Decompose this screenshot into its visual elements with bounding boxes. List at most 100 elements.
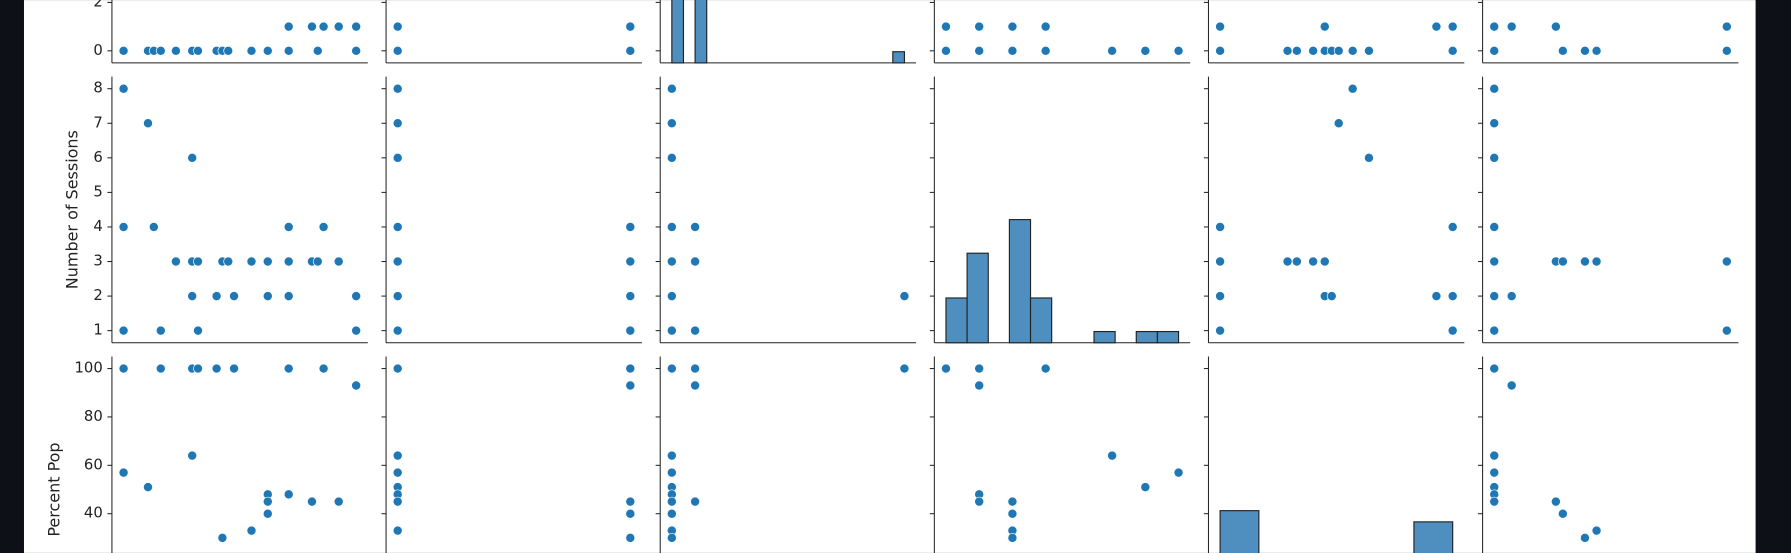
scatter-point <box>392 325 403 336</box>
scatter-point <box>1007 533 1018 543</box>
scatter-point <box>392 152 403 163</box>
scatter-point <box>1107 45 1118 56</box>
scatter-point <box>1489 291 1500 301</box>
scatter-point <box>118 45 129 56</box>
scatter-point <box>283 256 294 267</box>
y-tick-label: 60 <box>84 456 103 473</box>
scatter-point <box>1506 380 1517 391</box>
scatter-point <box>1489 363 1500 374</box>
scatter-point <box>899 363 910 374</box>
scatter-point <box>625 21 636 32</box>
scatter-point <box>262 508 273 519</box>
scatter-point <box>1282 256 1293 267</box>
scatter-point <box>1107 450 1118 461</box>
y-tick-label: 40 <box>84 505 103 522</box>
scatter-point <box>1007 45 1018 56</box>
histogram-bar <box>1008 219 1032 344</box>
scatter-point <box>690 363 701 374</box>
scatter-point <box>1333 118 1344 129</box>
scatter-point <box>318 363 329 374</box>
scatter-point <box>1007 496 1018 507</box>
scatter-point <box>392 83 403 94</box>
y-tick-label: 4 <box>93 218 102 235</box>
scatter-point <box>187 291 198 301</box>
scatter-point <box>974 45 985 56</box>
scatter-point <box>246 525 257 536</box>
scatter-point <box>974 363 985 374</box>
scatter-point <box>1447 45 1458 56</box>
scatter-point <box>155 45 166 56</box>
scatter-point <box>625 256 636 267</box>
scatter-point <box>193 256 203 267</box>
y-tick-label: 8 <box>93 80 102 97</box>
scatter-point <box>941 363 951 374</box>
scatter-point <box>392 450 403 461</box>
scatter-point <box>283 291 294 301</box>
scatter-point <box>392 291 403 301</box>
scatter-point <box>118 325 129 336</box>
scatter-point <box>229 291 239 301</box>
scatter-point <box>392 363 403 374</box>
histogram-bar <box>1413 521 1454 553</box>
y-tick-label: 7 <box>93 114 102 131</box>
scatter-point <box>283 45 294 56</box>
scatter-point <box>155 325 166 336</box>
scatter-point <box>1506 291 1517 301</box>
scatter-point <box>666 222 677 232</box>
scatter-point <box>262 45 273 56</box>
scatter-point <box>143 482 153 493</box>
scatter-point <box>392 467 403 478</box>
y-tick-label: 2 <box>93 287 102 304</box>
scatter-point <box>625 363 636 374</box>
scatter-point <box>229 363 239 374</box>
scatter-point <box>1580 45 1590 56</box>
histogram-bar <box>694 0 708 64</box>
scatter-point <box>666 256 677 267</box>
scatter-point <box>974 380 985 391</box>
scatter-point <box>1591 525 1602 536</box>
scatter-point <box>1308 256 1319 267</box>
scatter-point <box>974 21 985 32</box>
y-tick-label: 6 <box>93 149 102 166</box>
scatter-point <box>318 222 329 232</box>
scatter-point <box>187 152 198 163</box>
scatter-point <box>666 152 677 163</box>
scatter-point <box>392 45 403 56</box>
scatter-point <box>690 256 701 267</box>
scatter-point <box>1007 21 1018 32</box>
scatter-point <box>1308 45 1319 56</box>
scatter-point <box>666 291 677 301</box>
scatter-point <box>1282 45 1293 56</box>
y-tick-label: 100 <box>74 360 102 377</box>
scatter-point <box>1364 45 1374 56</box>
histogram-bar <box>1156 330 1180 344</box>
scatter-point <box>118 222 129 232</box>
scatter-point <box>1489 222 1500 232</box>
scatter-point <box>899 291 910 301</box>
scatter-point <box>666 508 677 519</box>
scatter-point <box>1489 496 1500 507</box>
scatter-point <box>392 21 403 32</box>
histogram-bar <box>1029 297 1053 344</box>
scatter-point <box>1319 21 1330 32</box>
scatter-point <box>283 489 294 500</box>
scatter-point <box>690 325 701 336</box>
scatter-point <box>118 363 129 374</box>
scatter-point <box>1489 325 1500 336</box>
scatter-point <box>312 45 323 56</box>
scatter-point <box>1489 467 1500 478</box>
histogram-bar <box>945 297 968 344</box>
scatter-point <box>351 45 362 56</box>
scatter-point <box>351 325 362 336</box>
scatter-point <box>333 256 344 267</box>
scatter-point <box>1447 21 1458 32</box>
scatter-point <box>625 45 636 56</box>
scatter-point <box>246 256 257 267</box>
scatter-point <box>625 325 636 336</box>
scatter-point <box>283 21 294 32</box>
scatter-point <box>1173 45 1184 56</box>
scatter-point <box>1215 222 1226 232</box>
scatter-point <box>1431 291 1442 301</box>
scatter-point <box>262 256 273 267</box>
